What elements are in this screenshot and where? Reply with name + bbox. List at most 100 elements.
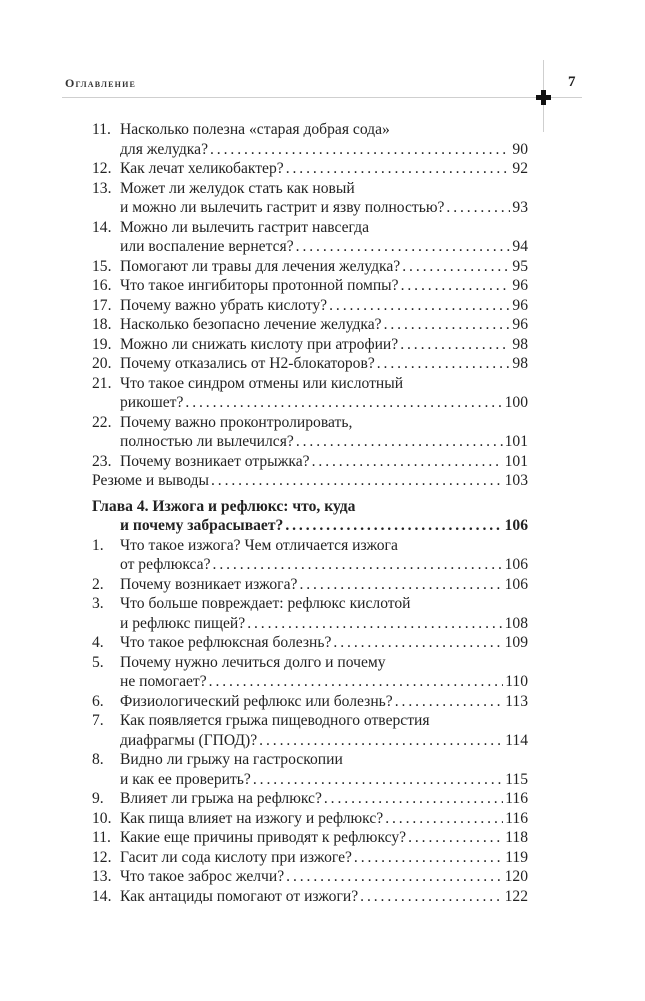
entry-page-number: 116 <box>505 809 528 827</box>
entry-title: Почему возникает изжога? <box>120 575 298 593</box>
toc-entry[interactable]: 22. Почему важно проконтролировать, полнос… <box>92 413 528 452</box>
entry-title: Почему важно убрать кислоту? <box>120 296 328 314</box>
toc-chapter-heading[interactable]: Глава 4. Изжога и рефлюкс: что, куда и по… <box>92 497 528 536</box>
toc-entry[interactable]: 13. Что такое заброс желчи? 120 <box>92 867 528 887</box>
toc-entry[interactable]: 9. Влияет ли грыжа на рефлюкс? 116 <box>92 789 528 809</box>
toc-entry[interactable]: 7. Как появляется грыжа пищеводного отвер… <box>92 711 528 750</box>
toc-entry[interactable]: 5. Почему нужно лечиться долго и почему не… <box>92 653 528 692</box>
toc-entry[interactable]: 20. Почему отказались от Н2-блокаторов? 98 <box>92 354 528 374</box>
dot-leader <box>247 614 502 634</box>
toc-entry[interactable]: 14. Можно ли вылечить гастрит навсегда или… <box>92 218 528 257</box>
toc-entry[interactable]: 18. Насколько безопасно лечение желудка? 9… <box>92 315 528 335</box>
dot-leader <box>299 575 502 595</box>
entry-number: 8. <box>92 751 104 768</box>
entry-page-number: 98 <box>512 335 528 353</box>
entry-page-number: 96 <box>512 277 528 294</box>
entry-title: Гасит ли сода кислоту при изжоге? <box>120 848 352 866</box>
toc-entry[interactable]: 11. Какие еще причины приводят к рефлюксу… <box>92 828 528 848</box>
toc-entry[interactable]: 4. Что такое рефлюксная болезнь? 109 <box>92 633 528 653</box>
entry-number: 12. <box>92 848 112 866</box>
toc-entry[interactable]: 12. Как лечат хеликобактер? 92 <box>92 159 528 179</box>
dot-leader <box>360 887 502 907</box>
plus-mark-icon <box>536 90 551 105</box>
entry-number: 13. <box>92 868 112 885</box>
entry-page-number: 92 <box>512 160 528 177</box>
toc-entry[interactable]: 21. Что такое синдром отмены или кислотны… <box>92 374 528 413</box>
toc-entry[interactable]: 15. Помогают ли травы для лечения желудка… <box>92 257 528 277</box>
dot-leader <box>329 296 510 316</box>
dot-leader <box>446 198 510 218</box>
toc-entry[interactable]: 13. Может ли желудок стать как новый и мож… <box>92 179 528 218</box>
toc-entry[interactable]: 1. Что такое изжога? Чем отличается изжог… <box>92 536 528 575</box>
entry-title: Почему важно проконтролировать, <box>120 413 353 431</box>
entry-title: Что такое рефлюксная болезнь? <box>120 634 332 651</box>
entry-page-number: 94 <box>512 238 528 255</box>
entry-title: Резюме и выводы <box>92 472 209 489</box>
toc-entry[interactable]: 16. Что такое ингибиторы протонной помпы?… <box>92 276 528 296</box>
entry-page-number: 100 <box>504 394 528 411</box>
entry-title: и почему забрасывает? <box>120 517 284 534</box>
dot-leader <box>185 393 502 413</box>
entry-title: Какие еще причины приводят к рефлюксу? <box>120 829 407 846</box>
entry-title: полностью ли вылечился? <box>120 433 294 450</box>
entry-page-number: 90 <box>512 140 528 158</box>
dot-leader <box>354 848 503 868</box>
entry-title: или воспаление вернется? <box>120 238 294 255</box>
entry-page-number: 116 <box>505 790 528 807</box>
entry-number: 11. <box>92 829 111 846</box>
dot-leader <box>296 432 503 452</box>
dot-leader <box>209 672 504 692</box>
entry-page-number: 110 <box>505 673 528 690</box>
entry-number: 3. <box>92 595 104 612</box>
entry-number: 20. <box>92 355 112 372</box>
toc-entry[interactable]: 14. Как антациды помогают от изжоги? 122 <box>92 887 528 907</box>
toc-entry[interactable]: 12. Гасит ли сода кислоту при изжоге? 119 <box>92 848 528 868</box>
toc-entry[interactable]: 8. Видно ли грыжу на гастроскопии и как ее… <box>92 750 528 789</box>
dot-leader <box>402 257 510 277</box>
toc-entry[interactable]: 23. Почему возникает отрыжка? 101 <box>92 452 528 472</box>
entry-page-number: 120 <box>504 868 528 885</box>
dot-leader <box>385 809 503 829</box>
entry-number: 5. <box>92 653 104 671</box>
entry-title: Что такое синдром отмены или кислотный <box>120 374 404 392</box>
entry-title: и как ее проверить? <box>120 770 251 788</box>
entry-title: Можно ли вылечить гастрит навсегда <box>120 218 370 236</box>
toc-entry[interactable]: 6. Физиологический рефлюкс или болезнь? 11… <box>92 692 528 712</box>
toc-entry[interactable]: 19. Можно ли снижать кислоту при атрофии?… <box>92 335 528 355</box>
entry-number: 18. <box>92 316 112 333</box>
entry-number: 15. <box>92 257 112 275</box>
dot-leader <box>296 237 511 257</box>
entry-page-number: 114 <box>505 731 528 749</box>
entry-title: Глава 4. Изжога и рефлюкс: что, куда <box>92 497 356 515</box>
dot-leader <box>324 789 503 809</box>
entry-page-number: 108 <box>504 614 528 632</box>
entry-title: Почему отказались от Н2-блокаторов? <box>120 355 375 372</box>
dot-leader <box>395 692 503 712</box>
entry-title: Можно ли снижать кислоту при атрофии? <box>120 335 399 353</box>
dot-leader <box>213 555 503 575</box>
entry-title: Как антациды помогают от изжоги? <box>120 887 359 905</box>
toc-entry[interactable]: 3. Что больше повреждает: рефлюкс кислото… <box>92 594 528 633</box>
entry-page-number: 118 <box>505 829 528 846</box>
entry-title: Что больше повреждает: рефлюкс кислотой <box>120 595 411 612</box>
entry-page-number: 93 <box>512 199 528 216</box>
entry-number: 13. <box>92 179 112 197</box>
entry-title: Физиологический рефлюкс или болезнь? <box>120 692 393 710</box>
running-head: Оглавление <box>65 76 137 90</box>
toc-entry[interactable]: 11. Насколько полезна «старая добрая сода… <box>92 120 528 159</box>
dot-leader <box>253 770 503 790</box>
entry-title: для желудка? <box>120 140 208 158</box>
toc-entry[interactable]: Резюме и выводы 103 <box>92 471 528 491</box>
entry-number: 10. <box>92 809 112 827</box>
entry-number: 14. <box>92 887 112 905</box>
entry-page-number: 103 <box>504 472 528 489</box>
entry-page-number: 115 <box>505 770 528 788</box>
entry-page-number: 106 <box>504 575 528 593</box>
entry-title: Как пища влияет на изжогу и рефлюкс? <box>120 809 384 827</box>
entry-title: от рефлюкса? <box>120 556 211 573</box>
entry-page-number: 96 <box>512 296 528 314</box>
toc-entry[interactable]: 10. Как пища влияет на изжогу и рефлюкс? 1… <box>92 809 528 829</box>
toc-entry[interactable]: 17. Почему важно убрать кислоту? 96 <box>92 296 528 316</box>
toc-entry[interactable]: 2. Почему возникает изжога? 106 <box>92 575 528 595</box>
entry-title: Может ли желудок стать как новый <box>120 179 355 197</box>
